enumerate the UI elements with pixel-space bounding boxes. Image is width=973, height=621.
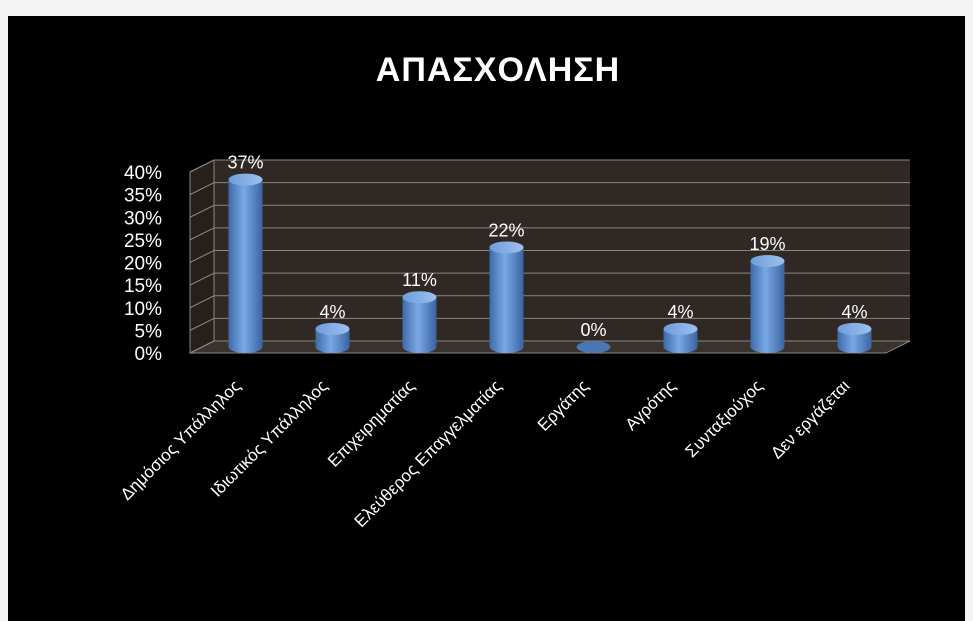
- y-tick-label: 5%: [135, 321, 163, 342]
- gridline: [189, 204, 910, 218]
- plot-floor: [189, 340, 911, 354]
- y-tick-label: 30%: [124, 208, 162, 229]
- y-tick-label: 15%: [124, 276, 162, 297]
- y-tick-label: 0%: [135, 344, 163, 365]
- bar: [402, 291, 437, 353]
- chart: ΑΠΑΣΧΟΛΗΣΗ 0%5%10%15%20%25%30%35%40% 37%…: [117, 51, 911, 531]
- bar-top: [228, 173, 263, 186]
- bar-body: [228, 179, 263, 353]
- data-label: 4%: [667, 302, 693, 322]
- y-tick-label: 40%: [124, 163, 162, 184]
- bar: [228, 173, 263, 353]
- x-category-label: Δεν εργάζεται: [767, 376, 853, 462]
- bar: [576, 341, 611, 353]
- bar: [663, 322, 698, 353]
- data-label: 19%: [749, 234, 785, 254]
- data-label: 4%: [319, 302, 345, 322]
- y-tick-label: 20%: [124, 254, 162, 275]
- chart-title: ΑΠΑΣΧΟΛΗΣΗ: [376, 51, 620, 89]
- plot-background: [189, 159, 911, 354]
- bar-top: [663, 322, 698, 335]
- bar-body: [402, 297, 437, 353]
- bar: [837, 322, 872, 353]
- bar-body: [750, 261, 785, 353]
- data-label: 11%: [402, 270, 437, 290]
- bar-top: [315, 322, 350, 335]
- x-category-label: Συνταξιούχος: [682, 376, 767, 461]
- x-category-label: Εργάτης: [534, 376, 592, 434]
- bar-body: [837, 328, 872, 353]
- gridline: [189, 182, 910, 196]
- data-labels: 37% 4% 11% 22% 0% 4% 19% 4%: [227, 153, 867, 340]
- data-label: 37%: [227, 153, 263, 173]
- bar-top: [837, 322, 872, 335]
- bar-top: [750, 255, 785, 268]
- y-tick-label: 10%: [124, 299, 162, 320]
- bar-top: [576, 341, 611, 353]
- gridline: [189, 272, 910, 286]
- bar: [315, 322, 350, 353]
- gridline: [189, 250, 910, 263]
- x-category-label: Επιχειρηματίας: [324, 376, 418, 470]
- x-category-label: Αγρότης: [622, 376, 680, 434]
- gridline: [189, 317, 910, 331]
- bars: [228, 173, 872, 353]
- y-tick-label: 25%: [124, 231, 162, 252]
- bar: [750, 255, 785, 353]
- bar-body: [663, 328, 698, 353]
- bar-top: [402, 291, 437, 304]
- chart-frame: ΑΠΑΣΧΟΛΗΣΗ 0% 5% 10% 15% 20% 25% 30% 35% 40% 37%…: [8, 16, 965, 621]
- y-tick-label: 35%: [124, 186, 162, 207]
- data-label: 22%: [488, 220, 524, 240]
- bar: [489, 241, 524, 353]
- bar-top: [489, 241, 524, 254]
- gridline: [189, 159, 910, 173]
- x-category-label: Ελεύθερος Επαγγελματίας: [351, 376, 506, 531]
- gridline: [189, 227, 910, 241]
- gridline: [189, 295, 910, 309]
- data-label: 0%: [580, 320, 606, 340]
- data-label: 4%: [841, 302, 867, 322]
- bar-body: [489, 247, 524, 353]
- y-axis-tick-labels: 0%5%10%15%20%25%30%35%40%: [124, 163, 162, 365]
- bar-body: [315, 328, 350, 353]
